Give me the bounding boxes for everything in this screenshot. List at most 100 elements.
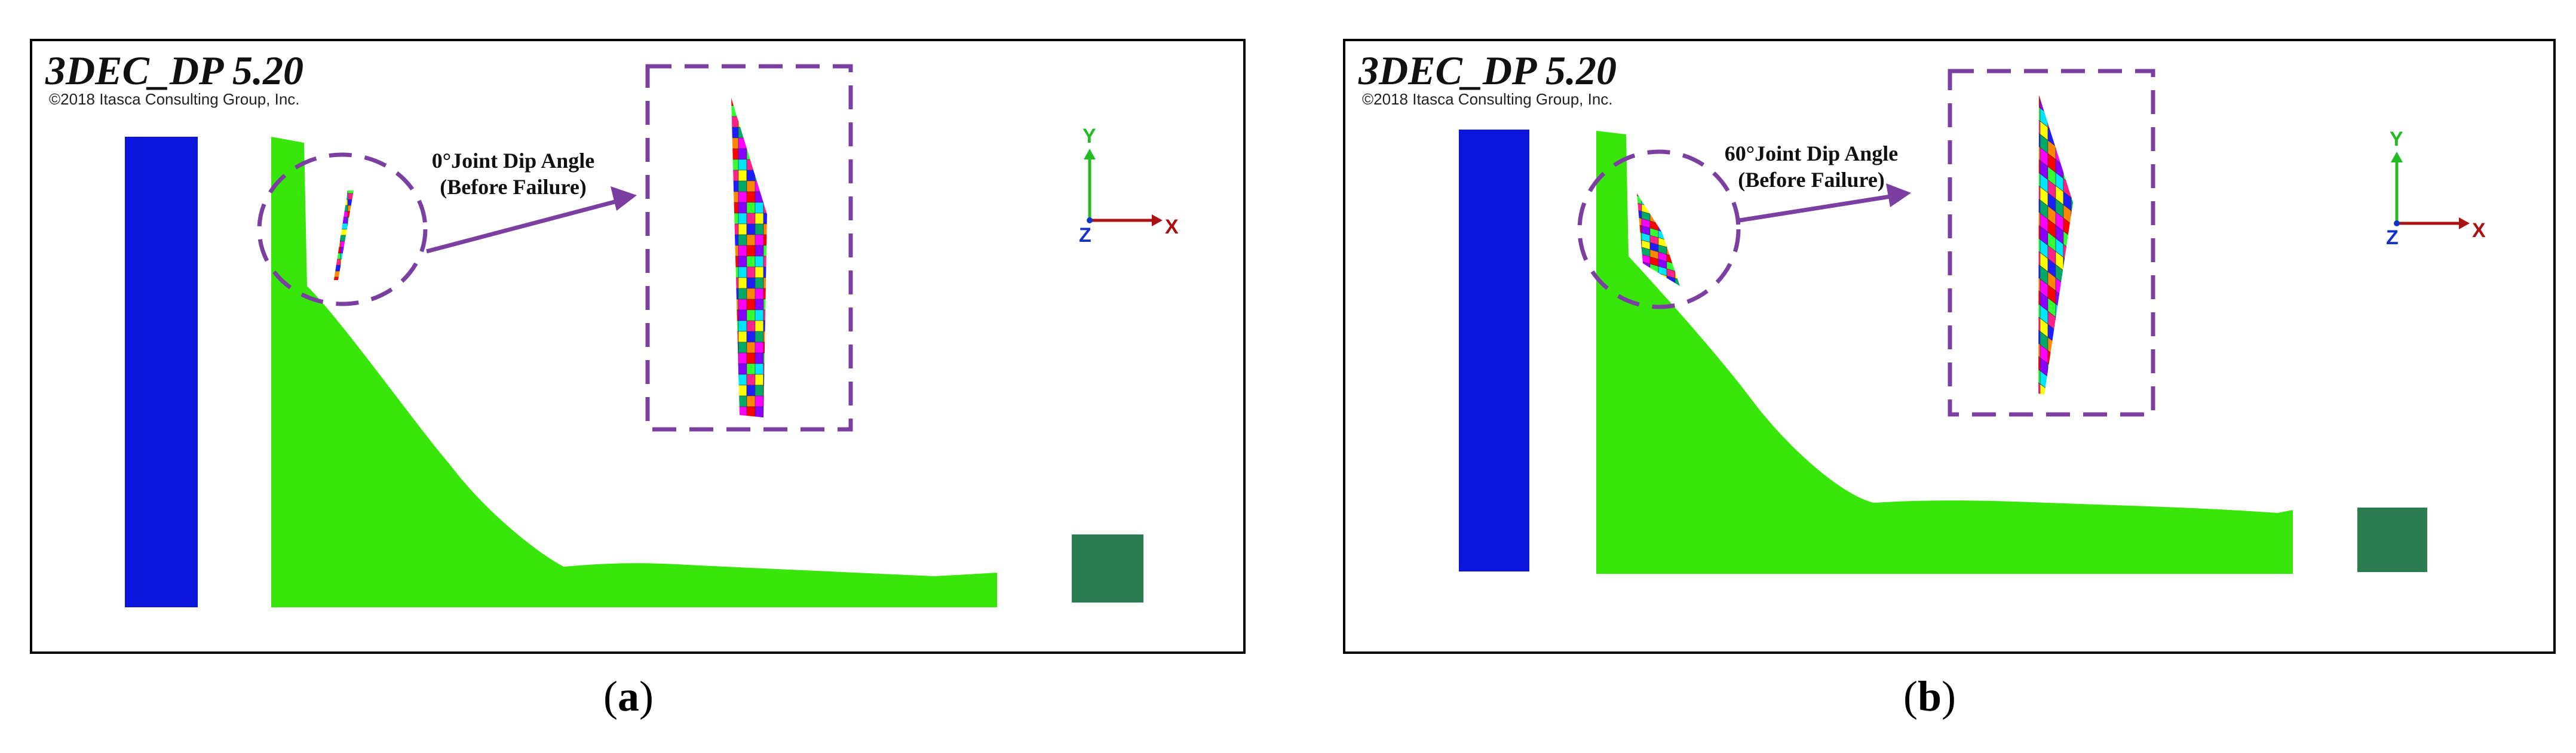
- joint-block-cell: [2056, 462, 2063, 481]
- joint-block-cell: [755, 352, 764, 364]
- joint-block-cell: [763, 331, 767, 343]
- joint-block-cell: [347, 223, 354, 230]
- joint-block-cell: [2040, 450, 2048, 469]
- joint-block-cell: [334, 193, 341, 200]
- joint-block-cell: [1675, 263, 1680, 274]
- joint-block-cell: [755, 159, 764, 171]
- joint-block-cell: [2063, 468, 2071, 487]
- joint-block-cell: [2071, 342, 2073, 362]
- joint-block-cell: [330, 182, 337, 188]
- joint-block-cell: [334, 211, 338, 218]
- joint-block-cell: [334, 259, 341, 266]
- joint-block-cell: [334, 271, 341, 278]
- joint-block-cell: [746, 127, 756, 139]
- joint-block-cell: [2071, 368, 2073, 388]
- joint-block-cell: [731, 288, 739, 300]
- joint-block-cell: [311, 265, 317, 271]
- joint-block-cell: [2071, 328, 2073, 349]
- axis-z-label: Z: [2386, 226, 2399, 249]
- joint-block-cell: [2071, 263, 2073, 283]
- joint-block-cell: [731, 213, 739, 225]
- joint-block-cell: [755, 299, 764, 311]
- joint-block-cell: [755, 363, 764, 375]
- joint-block-cell: [2063, 257, 2072, 277]
- joint-block-cell: [2063, 428, 2071, 447]
- joint-block-cell: [317, 217, 324, 223]
- joint-block-cell: [347, 205, 354, 212]
- joint-block-cell: [1658, 280, 1667, 286]
- joint-block-cell: [746, 170, 756, 182]
- dashed-circle: [1577, 149, 1741, 309]
- joint-block-cell: [2071, 118, 2073, 139]
- joint-block-cell: [755, 331, 764, 343]
- joint-block-cell: [738, 98, 747, 106]
- joint-block-cell: [334, 190, 338, 194]
- joint-block-cell: [2071, 236, 2073, 257]
- joint-block-cell: [324, 253, 330, 259]
- left-block: [1459, 130, 1529, 571]
- joint-block-cell: [755, 170, 764, 182]
- joint-block-cell: [2032, 404, 2040, 423]
- joint-block-cell: [746, 180, 756, 192]
- joint-block-cell: [2032, 444, 2040, 463]
- joint-block-cell: [324, 193, 330, 199]
- joint-block-cell: [324, 259, 330, 265]
- joint-block-cell: [334, 205, 338, 212]
- joint-block-cell: [738, 191, 747, 203]
- joint-block-cell: [2071, 474, 2079, 493]
- panel-a: 3DEC_DP 5.20 ©2018 Itasca Consulting Gro…: [30, 39, 1246, 654]
- joint-block-cell: [1666, 196, 1676, 207]
- software-title: 3DEC_DP 5.20: [1358, 48, 1617, 93]
- joint-block-cell: [755, 288, 764, 300]
- joint-block-cell: [763, 180, 767, 192]
- joint-block-cell: [731, 98, 739, 106]
- joint-block-cell: [2055, 106, 2064, 127]
- joint-block-cell: [2071, 250, 2073, 270]
- joint-block-cell: [755, 105, 764, 117]
- joint-block-cell: [2063, 402, 2071, 421]
- joint-block-cell: [763, 105, 767, 117]
- joint-block-cell: [1666, 211, 1676, 222]
- joint-block-cell: [317, 241, 324, 247]
- joint-block-cell: [334, 193, 338, 200]
- joint-block-cell: [317, 211, 324, 217]
- joint-block-cell: [2056, 396, 2063, 415]
- joint-block-cell: [2071, 460, 2079, 480]
- joint-block-cell: [317, 193, 324, 199]
- joint-block-cell: [334, 217, 338, 224]
- joint-block-cell: [1675, 199, 1680, 210]
- joint-block-cell: [731, 245, 739, 257]
- joint-block-cell: [2063, 322, 2072, 343]
- joint-block-cell: [763, 309, 767, 321]
- joint-block-cell: [731, 116, 739, 128]
- joint-block-cell: [1675, 235, 1680, 245]
- joint-block-cell: [731, 202, 739, 214]
- joint-block-cell: [746, 299, 756, 311]
- joint-block-cell: [347, 259, 354, 266]
- joint-block-cell: [2055, 303, 2064, 324]
- arrow-head: [611, 186, 637, 211]
- joint-block-cell: [334, 223, 338, 230]
- slope-body: [271, 137, 997, 607]
- axis-y-label: Y: [1082, 125, 1096, 147]
- joint-block-cell: [1675, 242, 1680, 253]
- joint-block-cell: [1666, 204, 1676, 214]
- joint-block-cell: [2071, 145, 2073, 165]
- joint-block-cell: [2071, 171, 2073, 191]
- joint-block-cell: [311, 223, 317, 229]
- joint-block-cell: [731, 374, 739, 386]
- joint-block-cell: [755, 385, 764, 397]
- joint-block-cell: [755, 191, 764, 203]
- joint-block-cell: [738, 170, 747, 182]
- joint-block-cell: [2071, 315, 2073, 336]
- model-view-b: 60°Joint Dip Angle (Before Failure) Y X …: [1459, 69, 2486, 574]
- joint-block-cell: [746, 148, 756, 160]
- joint-block-cell: [1658, 201, 1667, 212]
- joint-block-cell: [763, 266, 767, 278]
- joint-block-cell: [2055, 119, 2064, 140]
- joint-block-cell: [1666, 218, 1676, 229]
- joint-block-cell: [746, 320, 756, 332]
- joint-block-cell: [738, 245, 747, 257]
- joint-block-cell: [2071, 302, 2073, 322]
- joint-block-cell: [311, 182, 317, 188]
